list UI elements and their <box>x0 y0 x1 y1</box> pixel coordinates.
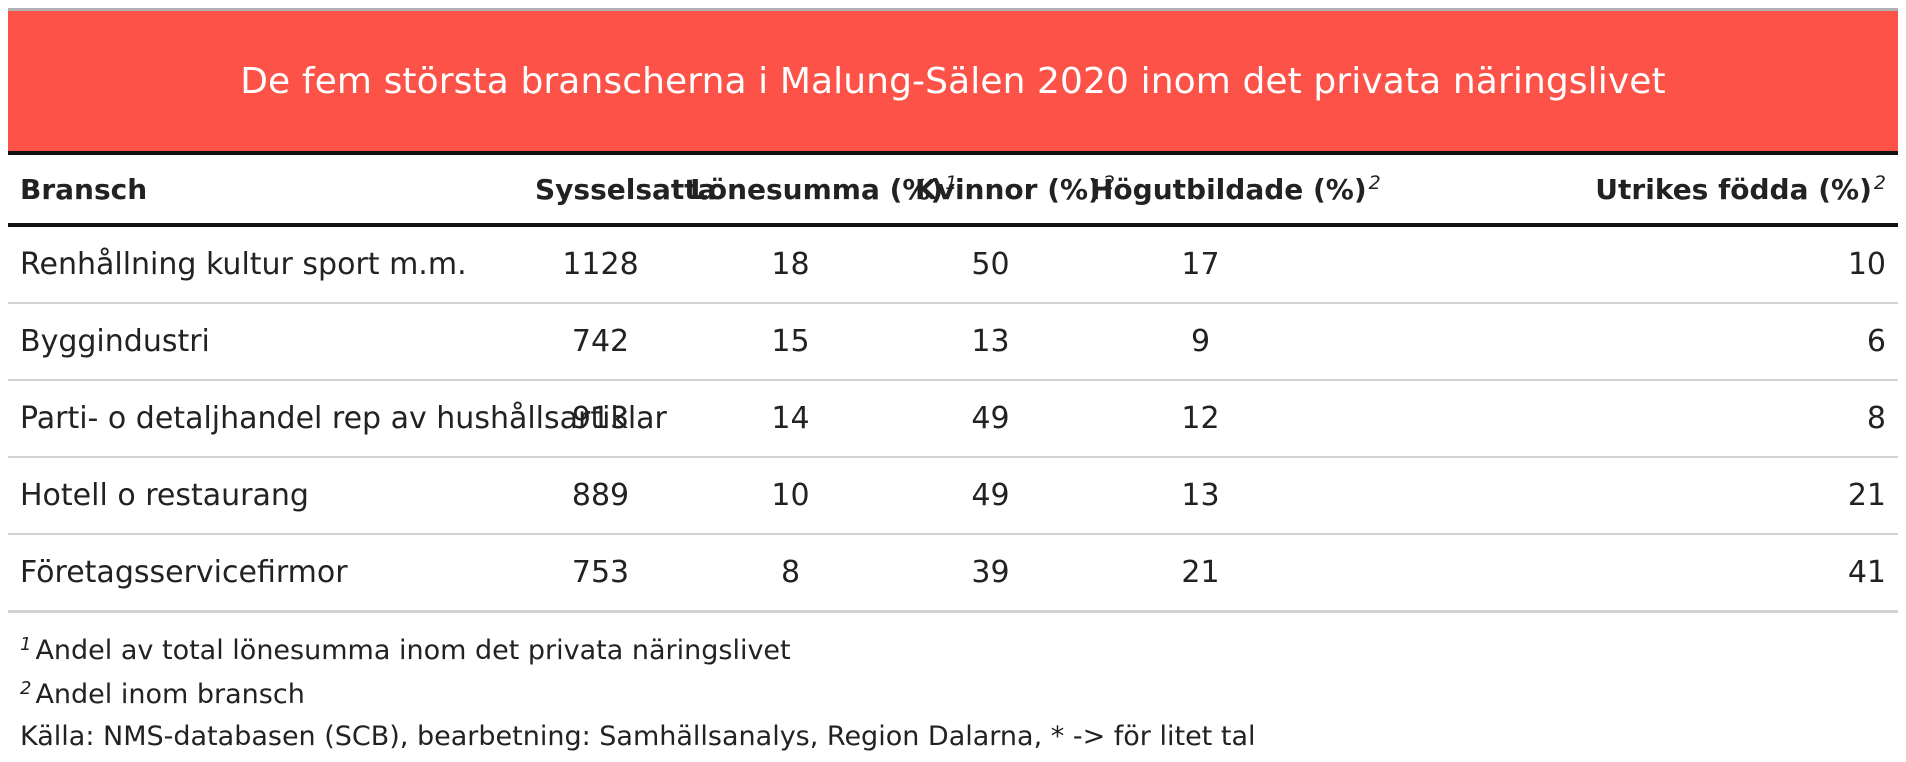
cell-lonesumma: 14 <box>678 380 903 458</box>
data-table: Bransch Sysselsatta Lönesumma (%) 1 Kvinn… <box>8 151 1898 613</box>
footnote-text: Andel inom bransch <box>35 679 305 710</box>
column-header-lonesumma: Lönesumma (%) 1 <box>678 153 957 227</box>
header-row: Bransch Sysselsatta Lönesumma (%) 1 Kvinn… <box>8 153 1898 227</box>
table-title: De fem största branscherna i Malung-Säle… <box>240 60 1666 102</box>
cell-hogutbildade: 13 <box>1078 457 1323 535</box>
footnote-number: 1 <box>20 634 32 655</box>
cell-bransch: Byggindustri <box>8 303 523 381</box>
cell-bransch: Parti- o detaljhandel rep av hushållsart… <box>8 380 667 458</box>
cell-utrikes-fodda: 41 <box>1323 534 1898 613</box>
cell-bransch: Renhållning kultur sport m.m. <box>8 225 523 304</box>
table-title-bar: De fem största branscherna i Malung-Säle… <box>8 8 1898 151</box>
cell-sysselsatta: 1128 <box>523 225 678 304</box>
footnote-text: Andel av total lönesumma inom det privat… <box>35 635 791 666</box>
cell-utrikes-fodda: 6 <box>1323 303 1898 381</box>
cell-sysselsatta: 889 <box>523 457 678 535</box>
cell-utrikes-fodda: 8 <box>1323 380 1898 458</box>
cell-kvinnor: 50 <box>903 225 1078 304</box>
cell-lonesumma: 10 <box>678 457 903 535</box>
table-row: Företagsservicefirmor 753 8 39 21 41 <box>8 534 1898 613</box>
cell-sysselsatta: 753 <box>523 534 678 613</box>
cell-kvinnor: 39 <box>903 534 1078 613</box>
table-row: Renhållning kultur sport m.m. 1128 18 50… <box>8 225 1898 304</box>
cell-utrikes-fodda: 10 <box>1323 225 1898 304</box>
cell-bransch: Företagsservicefirmor <box>8 534 523 613</box>
table-container: De fem största branscherna i Malung-Säle… <box>8 8 1898 759</box>
cell-hogutbildade: 9 <box>1078 303 1323 381</box>
cell-bransch: Hotell o restaurang <box>8 457 523 535</box>
table-row: Parti- o detaljhandel rep av hushållsart… <box>8 380 1898 458</box>
footnote-2: 2 Andel inom bransch <box>20 667 1886 711</box>
table-row: Hotell o restaurang 889 10 49 13 21 <box>8 457 1898 535</box>
column-header-hogutbildade: Högutbildade (%) 2 <box>1078 153 1381 227</box>
cell-lonesumma: 18 <box>678 225 903 304</box>
cell-utrikes-fodda: 21 <box>1323 457 1898 535</box>
column-header-bransch: Bransch <box>8 153 523 227</box>
cell-sysselsatta: 913 <box>523 380 678 458</box>
column-header-kvinnor: Kvinnor (%) 2 <box>903 153 1115 227</box>
cell-kvinnor: 49 <box>903 457 1078 535</box>
footnote-mark: 2 <box>1368 172 1381 194</box>
footnote-1: 1 Andel av total lönesumma inom det priva… <box>20 623 1886 667</box>
cell-kvinnor: 13 <box>903 303 1078 381</box>
table-notes: 1 Andel av total lönesumma inom det priva… <box>8 613 1898 759</box>
column-header-utrikes-fodda: Utrikes födda (%) 2 <box>1323 153 1898 227</box>
footnote-number: 2 <box>20 678 32 699</box>
cell-hogutbildade: 21 <box>1078 534 1323 613</box>
source-note: Källa: NMS-databasen (SCB), bearbetning:… <box>20 721 1256 752</box>
cell-lonesumma: 15 <box>678 303 903 381</box>
column-header-sysselsatta: Sysselsatta <box>523 153 717 227</box>
cell-lonesumma: 8 <box>678 534 903 613</box>
cell-sysselsatta: 742 <box>523 303 678 381</box>
footnote-mark: 2 <box>1873 172 1886 194</box>
cell-hogutbildade: 17 <box>1078 225 1323 304</box>
cell-hogutbildade: 12 <box>1078 380 1323 458</box>
cell-kvinnor: 49 <box>903 380 1078 458</box>
table-row: Byggindustri 742 15 13 9 6 <box>8 303 1898 381</box>
